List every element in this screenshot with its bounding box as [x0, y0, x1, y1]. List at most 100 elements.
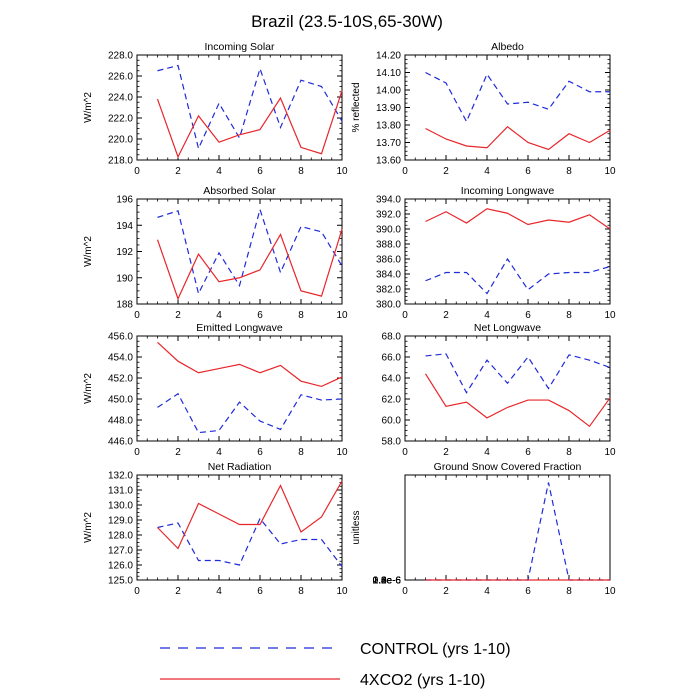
x-tick-label: 2	[443, 447, 449, 458]
y-axis-label: W/m^2	[83, 373, 94, 404]
x-tick-label: 4	[216, 166, 222, 177]
x-tick-label: 2	[175, 447, 181, 458]
panel-title: Emitted Longwave	[196, 322, 283, 334]
series-line-4xco2	[156, 90, 343, 159]
y-tick-label: 380.0	[376, 300, 401, 311]
x-tick-label: 0	[402, 447, 408, 458]
y-tick-label: 13.90	[376, 103, 401, 114]
chart-panel-5: Emitted Longwave 0 2 4 6 8 10 446.0 448.0 450.0 45…	[83, 322, 348, 458]
x-tick-label: 6	[257, 166, 263, 177]
panels: Incoming Solar 0 2 4 6 8 10 218.0 220.0 222.0 224.…	[83, 41, 616, 597]
y-axis-label: W/m^2	[83, 512, 94, 543]
plot-frame	[404, 474, 611, 581]
legend-label-4xco2: 4XCO2 (yrs 1-10)	[360, 672, 485, 689]
x-tick-label: 10	[336, 586, 348, 597]
y-axis-label: unitless	[351, 511, 362, 545]
panel-title: Incoming Longwave	[461, 185, 555, 197]
y-tick-label: 188	[116, 300, 133, 311]
y-tick-label: 222.0	[108, 114, 133, 125]
y-tick-label: 194	[116, 221, 133, 232]
series-line-control	[425, 257, 611, 295]
chart-panel-8: Ground Snow Covered Fraction 0 2 4 6 8 10 0.0e-…	[351, 461, 616, 597]
y-tick-label: 456.0	[108, 332, 133, 343]
x-tick-label: 8	[566, 166, 572, 177]
y-tick-label: 14.20	[376, 51, 401, 62]
x-tick-label: 6	[257, 310, 263, 321]
y-tick-label: 190	[116, 273, 133, 284]
x-tick-label: 8	[566, 447, 572, 458]
y-tick-label: 386.0	[376, 255, 401, 266]
x-tick-label: 10	[604, 166, 616, 177]
x-tick-label: 4	[484, 447, 490, 458]
panel-title: Absorbed Solar	[203, 185, 276, 197]
chart-panel-6: Net Longwave 0 2 4 6 8 10 58.0 60.0 62.0 64.0 66.0 6…	[382, 322, 616, 458]
x-tick-label: 2	[175, 586, 181, 597]
chart-panel-1: Incoming Solar 0 2 4 6 8 10 218.0 220.0 222.0 224.…	[83, 41, 348, 177]
y-tick-label: 2.4e-6	[373, 575, 402, 586]
x-tick-label: 2	[443, 310, 449, 321]
plot-frame	[404, 54, 611, 161]
series-line-4xco2	[425, 208, 611, 230]
x-tick-label: 8	[298, 447, 304, 458]
x-tick-label: 6	[525, 166, 531, 177]
series-line-4xco2	[425, 125, 611, 151]
chart-panel-2: Albedo 0 2 4 6 8 10 13.60 13.70 13.80 13.90 14.00 14…	[351, 41, 616, 177]
chart-panel-4: Incoming Longwave 0 2 4 6 8 10 380.0 382.0 384.0 3…	[376, 185, 616, 321]
y-tick-label: 126.0	[108, 561, 133, 572]
series-line-4xco2	[156, 229, 343, 301]
y-tick-label: 1.6e-6	[373, 575, 402, 586]
x-tick-label: 6	[525, 447, 531, 458]
panel-title: Net Radiation	[208, 461, 272, 473]
plot-frame	[404, 198, 611, 305]
y-axis-label: W/m^2	[83, 236, 94, 267]
y-tick-label: 388.0	[376, 240, 401, 251]
y-tick-label: 228.0	[108, 51, 133, 62]
x-tick-label: 0	[402, 310, 408, 321]
y-tick-label: 0.4e-6	[373, 576, 402, 587]
x-tick-label: 6	[525, 586, 531, 597]
series-line-control	[157, 517, 343, 567]
x-tick-label: 2	[443, 586, 449, 597]
panel-title: Ground Snow Covered Fraction	[434, 461, 582, 473]
y-tick-label: 224.0	[108, 93, 133, 104]
y-tick-label: 218.0	[108, 156, 133, 167]
x-tick-label: 10	[336, 310, 348, 321]
y-tick-label: 128.0	[108, 531, 133, 542]
y-tick-label: 60.0	[382, 416, 402, 427]
series-line-4xco2	[157, 341, 343, 388]
y-tick-label: 14.00	[376, 86, 401, 97]
y-tick-label: 2.8e-6	[373, 575, 402, 586]
y-tick-label: 125.0	[108, 576, 133, 587]
series-line-control	[157, 392, 343, 434]
y-tick-label: 127.0	[108, 546, 133, 557]
y-tick-label: 130.0	[108, 501, 133, 512]
x-tick-label: 10	[604, 586, 616, 597]
x-tick-label: 0	[402, 166, 408, 177]
y-tick-label: 68.0	[382, 332, 402, 343]
x-tick-label: 8	[298, 166, 304, 177]
x-tick-label: 4	[484, 586, 490, 597]
x-tick-label: 0	[134, 166, 140, 177]
y-tick-label: 394.0	[376, 195, 401, 206]
x-tick-label: 4	[484, 310, 490, 321]
x-tick-label: 6	[257, 586, 263, 597]
y-tick-label: 448.0	[108, 416, 133, 427]
x-tick-label: 4	[484, 166, 490, 177]
x-tick-label: 8	[298, 310, 304, 321]
series-line-control	[425, 353, 611, 394]
x-tick-label: 8	[566, 310, 572, 321]
x-tick-label: 2	[443, 166, 449, 177]
figure-title: Brazil (23.5-10S,65-30W)	[251, 12, 443, 31]
y-tick-label: 454.0	[108, 353, 133, 364]
plot-frame	[404, 335, 611, 442]
panel-title: Albedo	[491, 41, 524, 53]
x-tick-label: 10	[604, 310, 616, 321]
x-tick-label: 6	[525, 310, 531, 321]
y-tick-label: 390.0	[376, 225, 401, 236]
legend: CONTROL (yrs 1-10) 4XCO2 (yrs 1-10)	[160, 641, 511, 689]
y-tick-label: 226.0	[108, 72, 133, 83]
y-tick-label: 58.0	[382, 437, 402, 448]
y-tick-label: 384.0	[376, 270, 401, 281]
x-tick-label: 2	[175, 166, 181, 177]
